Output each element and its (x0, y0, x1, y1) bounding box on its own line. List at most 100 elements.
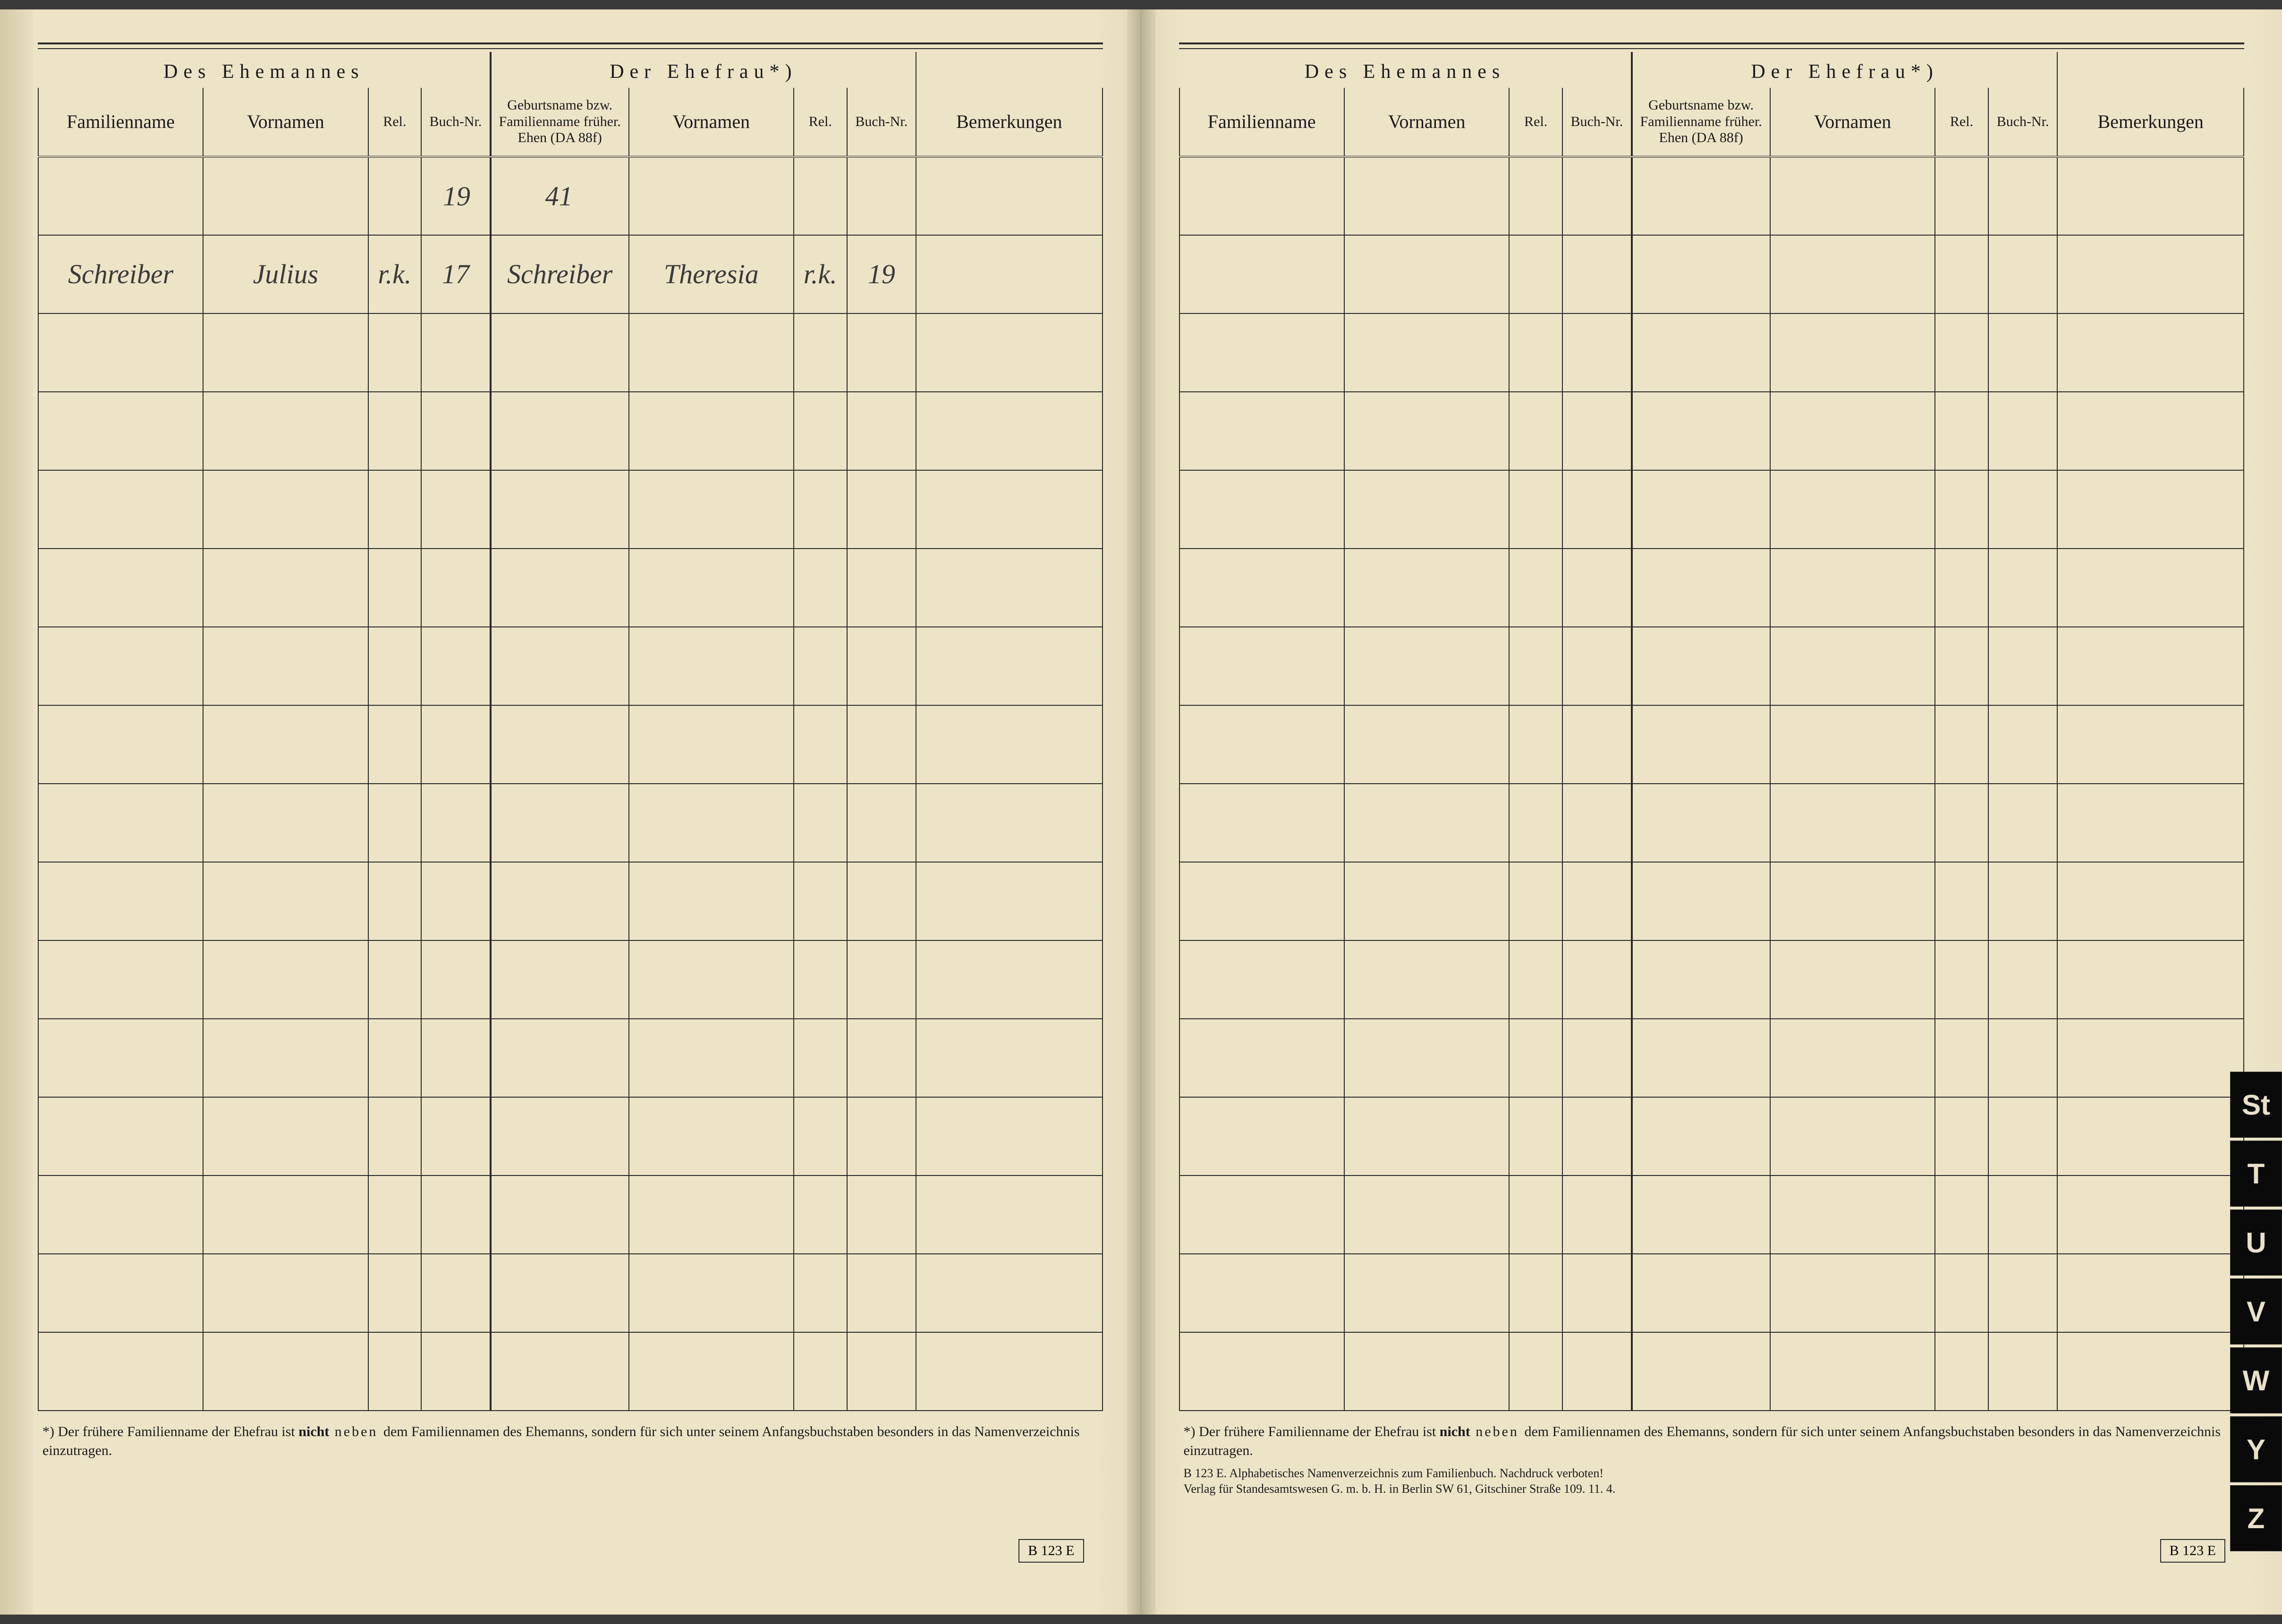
cell (1562, 627, 1632, 705)
cell-buch2 (847, 705, 916, 784)
table-row (1179, 1097, 2244, 1176)
cell-geb (491, 940, 629, 1019)
index-tab-z[interactable]: Z (2230, 1485, 2282, 1551)
cell-rel2 (794, 1332, 847, 1411)
cell (1988, 1097, 2058, 1176)
footnote-right: *) Der frühere Familienname der Ehefrau … (1179, 1422, 2245, 1461)
cell-vor (203, 1097, 368, 1176)
cell-rel (368, 862, 422, 940)
cell (1179, 235, 1344, 313)
cell-buch (421, 470, 490, 549)
index-tab-t[interactable]: T (2230, 1141, 2282, 1207)
cell (1770, 1254, 1935, 1332)
cell (1562, 157, 1632, 235)
cell (1509, 862, 1562, 940)
index-tab-v[interactable]: V (2230, 1278, 2282, 1345)
cell (2057, 1019, 2244, 1097)
table-row (38, 1019, 1103, 1097)
table-row (1179, 1254, 2244, 1332)
cell (1179, 627, 1344, 705)
cell-buch (421, 784, 490, 862)
cell (1935, 784, 1988, 862)
index-tab-y[interactable]: Y (2230, 1416, 2282, 1482)
cell-bem (916, 705, 1102, 784)
table-row (38, 1176, 1103, 1254)
table-row (1179, 1019, 2244, 1097)
cell (1562, 1176, 1632, 1254)
cell-rel (368, 549, 422, 627)
cell (1770, 705, 1935, 784)
table-row (38, 313, 1103, 392)
table-row (1179, 940, 2244, 1019)
table-row (1179, 1332, 2244, 1411)
cell (1988, 235, 2058, 313)
cell-vor (203, 1176, 368, 1254)
cell-buch2 (847, 1332, 916, 1411)
cell (2057, 627, 2244, 705)
cell-buch: 17 (421, 235, 490, 313)
cell-fam (38, 1097, 203, 1176)
right-page: Des Ehemannes Der Ehefrau*) Familienname… (1141, 9, 2282, 1615)
cell-buch2 (847, 1176, 916, 1254)
cell-geb (491, 549, 629, 627)
col-bemerkungen: Bemerkungen (2057, 88, 2244, 157)
cell (1509, 313, 1562, 392)
table-row (1179, 784, 2244, 862)
cell (1988, 940, 2058, 1019)
cell-buch (421, 1019, 490, 1097)
cell (1770, 313, 1935, 392)
col-familienname: Familienname (38, 88, 203, 157)
cell-vor (203, 1019, 368, 1097)
cell (1344, 1332, 1509, 1411)
cell (1935, 862, 1988, 940)
cell (1632, 862, 1770, 940)
cell-bem (916, 549, 1102, 627)
cell-fam: Schreiber (38, 235, 203, 313)
cell-geb (491, 705, 629, 784)
cell (1179, 470, 1344, 549)
cell (1935, 392, 1988, 470)
cell-rel2 (794, 549, 847, 627)
header-spacer (916, 52, 1102, 88)
cell-rel2 (794, 1019, 847, 1097)
cell (1632, 1254, 1770, 1332)
cell-geb (491, 862, 629, 940)
index-tab-w[interactable]: W (2230, 1347, 2282, 1413)
cell (1344, 784, 1509, 862)
cell (1988, 1176, 2058, 1254)
cell-buch2 (847, 1254, 916, 1332)
cell (2057, 313, 2244, 392)
cell (1632, 1019, 1770, 1097)
cell-rel2 (794, 313, 847, 392)
table-row (38, 1097, 1103, 1176)
cell (1988, 784, 2058, 862)
cell-rel (368, 1176, 422, 1254)
header-husband-group: Des Ehemannes (1179, 52, 1632, 88)
cell (1770, 549, 1935, 627)
cell-fam (38, 392, 203, 470)
cell-rel (368, 392, 422, 470)
table-row (38, 1332, 1103, 1411)
index-tab-u[interactable]: U (2230, 1210, 2282, 1276)
cell (1988, 392, 2058, 470)
cell (1562, 784, 1632, 862)
cell-geb: Schreiber (491, 235, 629, 313)
cell (2057, 1254, 2244, 1332)
index-tab-st[interactable]: St (2230, 1072, 2282, 1138)
cell-vor (203, 392, 368, 470)
cell (1562, 235, 1632, 313)
cell-rel: r.k. (368, 235, 422, 313)
cell (1562, 549, 1632, 627)
binding-edge (0, 9, 33, 1615)
cell (1509, 627, 1562, 705)
cell-buch2 (847, 313, 916, 392)
cell-buch2 (847, 784, 916, 862)
cell-vor (203, 862, 368, 940)
cell (1562, 940, 1632, 1019)
cell-geb (491, 1176, 629, 1254)
cell-rel2 (794, 627, 847, 705)
cell (2057, 157, 2244, 235)
cell-vor (203, 940, 368, 1019)
cell (1179, 1254, 1344, 1332)
cell-buch (421, 627, 490, 705)
